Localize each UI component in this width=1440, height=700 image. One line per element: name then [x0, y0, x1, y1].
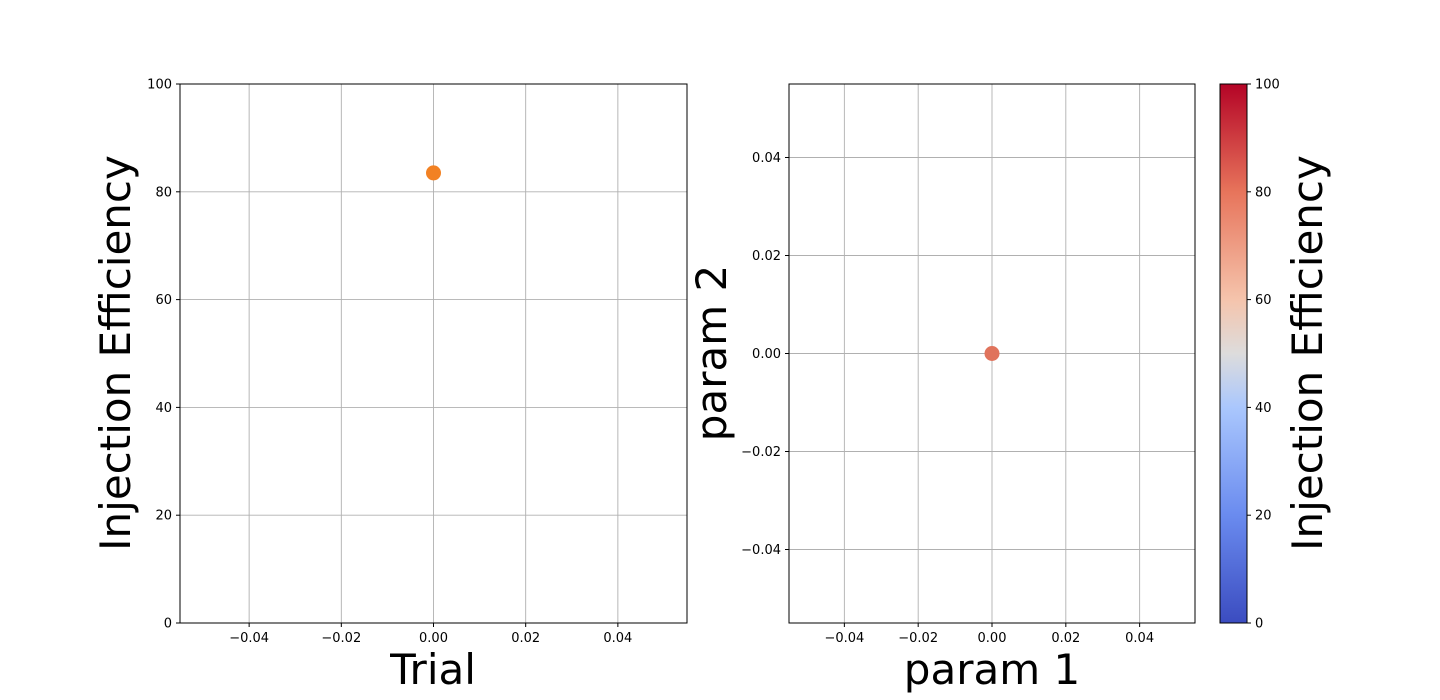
- points-right: [984, 346, 1000, 361]
- grid-lines-right: [789, 84, 1195, 623]
- x-tick-label: 0.04: [1125, 631, 1154, 646]
- x-tick-label: 0.04: [603, 631, 632, 646]
- y-tick-label: 40: [155, 401, 172, 416]
- colorbar-tick-label: 100: [1255, 78, 1280, 93]
- grid-lines-left: [180, 83, 687, 624]
- chart-params: −0.04 −0.02 0.00 0.02 0.04 −0.04 −0.02 0.00 0.02…: [687, 83, 1196, 694]
- x-tick-label: −0.04: [229, 631, 269, 646]
- colorbar-tick-label: 80: [1255, 185, 1272, 200]
- chart-trial: −0.04 −0.02 0.00 0.02 0.04 0 20 40 60 80 100 Trial…: [91, 78, 688, 694]
- y-tick-label: 0.04: [752, 151, 781, 166]
- colorbar-gradient: [1219, 83, 1248, 624]
- y-tick-label: 0: [164, 617, 172, 632]
- y-tick-label: 80: [155, 185, 172, 200]
- scatter-point: [984, 346, 1000, 361]
- colorbar: 0 20 40 60 80 100 Injection Efficiency: [1219, 78, 1332, 632]
- x-tick-label: 0.00: [419, 631, 448, 646]
- colorbar-tick-label: 20: [1255, 509, 1272, 524]
- points-left: [426, 165, 441, 181]
- y-tick-label: 60: [155, 293, 172, 308]
- y-tick-label: 100: [147, 78, 172, 93]
- y-tick-label: −0.02: [741, 445, 781, 460]
- y-axis-title-left: Injection Efficiency: [91, 155, 140, 551]
- x-tick-label: 0.02: [511, 631, 540, 646]
- x-axis-title-left: Trial: [389, 645, 476, 694]
- ticks-right: −0.04 −0.02 0.00 0.02 0.04 −0.04 −0.02 0.00 0.02…: [741, 151, 1154, 646]
- y-tick-label: −0.04: [741, 543, 781, 558]
- x-tick-label: −0.02: [898, 631, 938, 646]
- y-tick-label: 0.02: [752, 249, 781, 264]
- y-tick-label: 20: [155, 509, 172, 524]
- x-tick-label: 0.00: [978, 631, 1007, 646]
- y-tick-label: 0.00: [752, 347, 781, 362]
- colorbar-ticks: 0 20 40 60 80 100: [1247, 78, 1280, 632]
- colorbar-tick-label: 0: [1255, 617, 1263, 632]
- x-tick-label: −0.02: [321, 631, 361, 646]
- x-tick-label: −0.04: [824, 631, 864, 646]
- colorbar-tick-label: 40: [1255, 401, 1272, 416]
- colorbar-label: Injection Efficiency: [1283, 155, 1332, 551]
- ticks-left: −0.04 −0.02 0.00 0.02 0.04 0 20 40 60 80 100: [147, 78, 632, 647]
- x-tick-label: 0.02: [1051, 631, 1080, 646]
- y-axis-title-right: param 2: [687, 265, 736, 441]
- colorbar-tick-label: 60: [1255, 293, 1272, 308]
- scatter-point: [426, 165, 441, 181]
- x-axis-title-right: param 1: [904, 645, 1080, 694]
